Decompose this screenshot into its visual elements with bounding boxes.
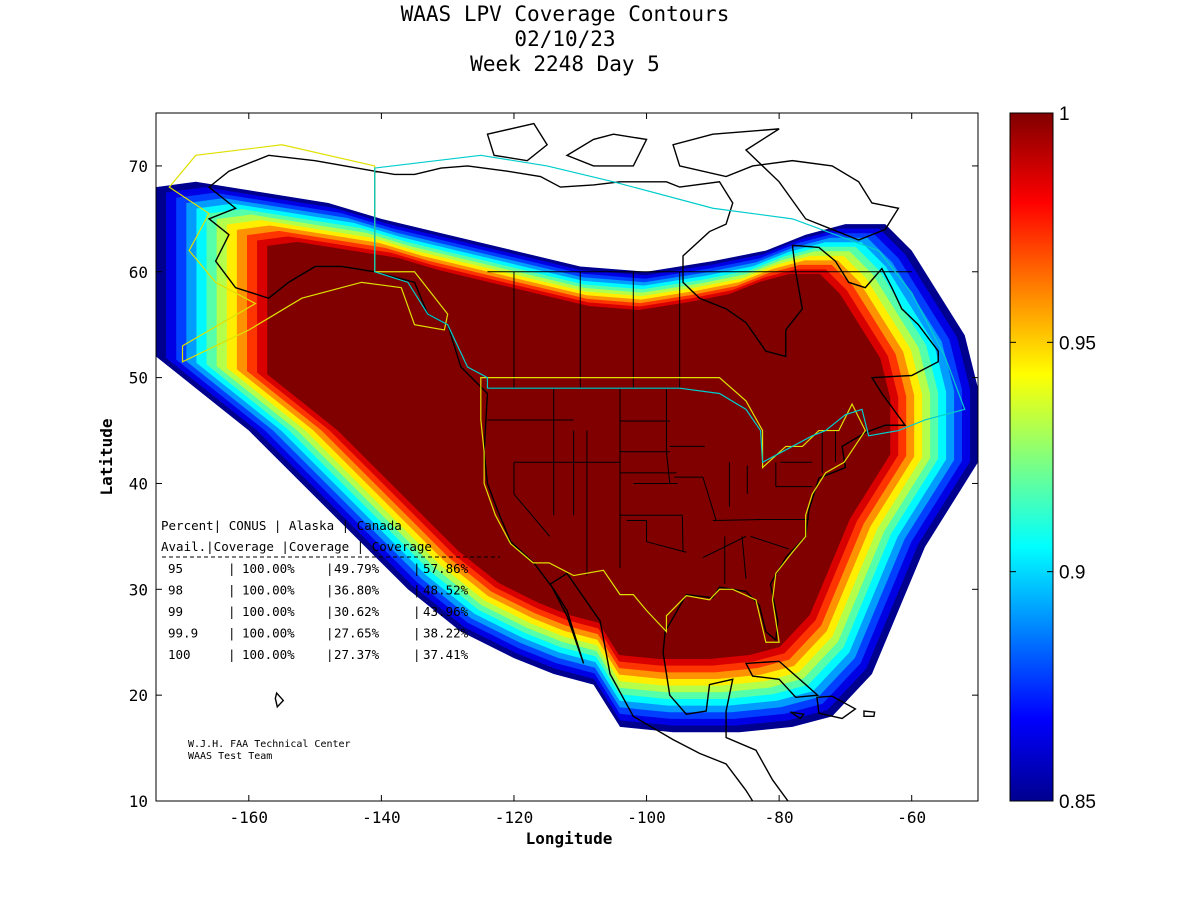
credit-line-1: W.J.H. FAA Technical Center	[188, 739, 351, 750]
table-cell-canada: 57.86%	[423, 561, 469, 576]
colorbar-gradient	[1009, 112, 1054, 802]
table-cell-alaska: 30.62%	[334, 604, 380, 619]
table-cell-alaska: 27.65%	[334, 626, 380, 641]
table-cell-conus: 100.00%	[242, 647, 295, 662]
colorbar-tick-label: 1	[1059, 104, 1070, 125]
table-separator: |	[413, 561, 421, 576]
y-tick-label: 50	[129, 369, 148, 388]
x-axis-title: Longitude	[526, 829, 613, 848]
y-tick-label: 70	[129, 157, 148, 176]
table-cell-canada: 38.22%	[423, 626, 469, 641]
table-cell-canada: 37.41%	[423, 647, 469, 662]
table-cell-avail: 100	[168, 647, 191, 662]
table-separator: |	[228, 626, 236, 641]
x-axis: -160 -140 -120 -100 -80 -60	[230, 113, 926, 827]
table-header-row-1: Percent| CONUS | Alaska | Canada	[161, 518, 402, 533]
y-tick-label: 10	[129, 792, 148, 811]
coastline	[486, 122, 549, 162]
x-tick-label: -60	[897, 808, 926, 827]
table-cell-conus: 100.00%	[242, 561, 295, 576]
conus-service-outline	[480, 377, 866, 643]
boundary-line	[646, 520, 687, 553]
table-separator: |	[228, 647, 236, 662]
y-tick-label: 30	[129, 580, 148, 599]
y-tick-label: 20	[129, 686, 148, 705]
alaska-service-outline	[168, 144, 449, 363]
table-separator: |	[228, 604, 236, 619]
boundary-line	[741, 536, 747, 579]
x-tick-label: -140	[362, 808, 401, 827]
coastline	[207, 154, 376, 300]
coastline	[565, 133, 648, 167]
table-cell-canada: 43.96%	[423, 604, 469, 619]
plot-area	[156, 122, 978, 801]
coastline	[863, 710, 876, 718]
x-tick-label: -80	[765, 808, 794, 827]
y-tick-label: 40	[129, 474, 148, 493]
table-cell-alaska: 36.80%	[334, 583, 380, 598]
y-axis: 10 20 30 40 50 60 70	[129, 157, 978, 811]
table-separator: |	[413, 647, 421, 662]
coastline	[744, 660, 820, 699]
table-cell-canada: 48.52%	[423, 583, 469, 598]
table-cell-conus: 100.00%	[242, 583, 295, 598]
table-cell-conus: 100.00%	[242, 626, 295, 641]
x-tick-label: -160	[230, 808, 269, 827]
coastline	[274, 691, 285, 709]
table-separator: |	[228, 561, 236, 576]
colorbar-tick-label: 0.9	[1059, 563, 1085, 584]
table-separator: |	[326, 647, 334, 662]
table-separator: |	[326, 583, 334, 598]
coastline	[374, 165, 939, 801]
colorbar-ticks: 0.85 0.9 0.95 1	[1010, 104, 1096, 813]
y-tick-label: 60	[129, 263, 148, 282]
table-separator: |	[228, 583, 236, 598]
coverage-core	[284, 251, 877, 648]
table-cell-avail: 99.9	[168, 626, 198, 641]
table-cell-avail: 95	[168, 561, 183, 576]
table-separator: |	[326, 626, 334, 641]
chart-title-line-1: WAAS LPV Coverage Contours	[400, 2, 730, 26]
chart-title-line-2: 02/10/23	[514, 27, 616, 51]
canada-service-outline	[374, 154, 966, 464]
boundary-line	[750, 535, 790, 550]
plot-frame	[155, 112, 979, 802]
credit-line-2: WAAS Test Team	[188, 751, 272, 762]
coastline	[672, 128, 900, 241]
coastline	[816, 695, 857, 720]
coverage-table: Percent| CONUS | Alaska | Canada Avail.|…	[161, 518, 500, 662]
colorbar: 0.85 0.9 0.95 1	[1009, 104, 1096, 813]
table-separator: |	[413, 583, 421, 598]
table-separator: |	[326, 561, 334, 576]
map-outlines	[168, 122, 966, 801]
table-header-row-2: Avail.|Coverage |Coverage | Coverage	[161, 539, 432, 554]
x-tick-label: -120	[495, 808, 534, 827]
x-tick-label: -100	[627, 808, 666, 827]
table-cell-conus: 100.00%	[242, 604, 295, 619]
y-axis-title: Latitude	[97, 418, 116, 495]
table-separator: |	[413, 604, 421, 619]
table-cell-avail: 98	[168, 583, 183, 598]
colorbar-tick-label: 0.85	[1059, 792, 1096, 813]
table-separator: |	[326, 604, 334, 619]
boundary-line	[702, 476, 717, 521]
table-cell-avail: 99	[168, 604, 183, 619]
table-separator: |	[413, 626, 421, 641]
colorbar-tick-label: 0.95	[1059, 333, 1096, 354]
boundary-line	[681, 515, 684, 552]
boundary-line	[513, 462, 551, 537]
chart-title-line-3: Week 2248 Day 5	[470, 52, 660, 76]
coastline	[790, 711, 805, 720]
table-cell-alaska: 27.37%	[334, 647, 380, 662]
table-cell-alaska: 49.79%	[334, 561, 380, 576]
